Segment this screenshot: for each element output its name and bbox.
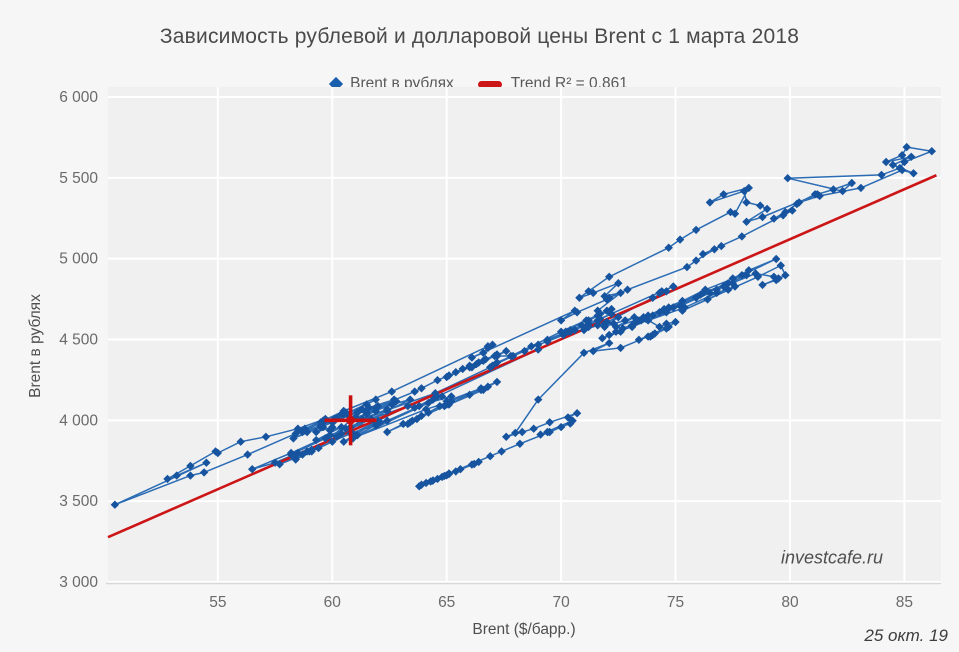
y-tick-label: 3 000 [59,574,98,591]
y-tick-label: 4 500 [59,332,98,349]
x-tick-label: 55 [209,594,226,611]
x-tick-label: 85 [896,594,913,611]
x-tick-label: 80 [781,594,799,611]
x-tick-label: 70 [552,594,570,611]
y-tick-label: 3 500 [59,493,98,510]
y-tick-label: 5 000 [59,251,98,268]
x-axis-title: Brent ($/барр.) [472,621,576,638]
x-tick-label: 65 [438,594,455,611]
y-tick-label: 5 500 [59,170,98,187]
current-point-diamond [344,414,357,427]
footnote-date: 25 окт. 19 [864,626,948,645]
page-title: Зависимость рублевой и долларовой цены B… [159,25,800,48]
watermark: investcafe.ru [780,547,884,568]
y-tick-label: 4 000 [59,412,98,429]
trend-dash-icon [477,80,502,88]
plot-background [108,87,941,582]
y-tick-label: 6 000 [59,89,98,106]
x-tick-label: 75 [667,594,684,611]
x-tick-label: 60 [324,594,342,611]
y-axis-title: Brent в рублях [27,294,44,398]
trend-line [107,174,937,539]
